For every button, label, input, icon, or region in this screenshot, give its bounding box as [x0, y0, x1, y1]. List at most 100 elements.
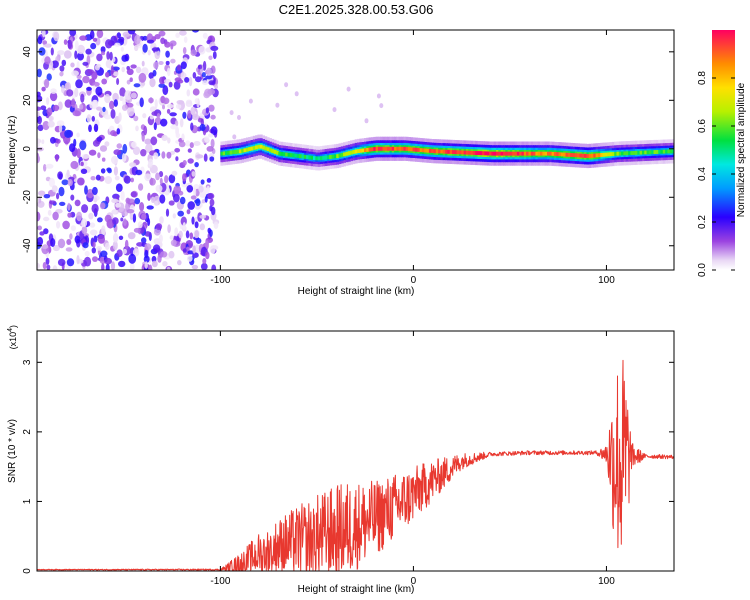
signal-cell: [280, 152, 284, 156]
noise-blob: [57, 50, 65, 56]
noise-blob: [126, 79, 131, 85]
noise-blob: [116, 32, 122, 39]
signal-cell: [491, 151, 495, 156]
noise-blob: [89, 222, 96, 228]
noise-blob: [49, 91, 58, 102]
noise-blob: [109, 100, 115, 110]
signal-cell: [357, 149, 360, 153]
noise-blob: [186, 89, 191, 97]
noise-blob: [200, 118, 204, 126]
noise-blob: [166, 151, 172, 159]
signal-cell: [567, 152, 571, 157]
noise-blob: [187, 255, 193, 262]
signal-cell: [665, 149, 668, 154]
noise-blob: [153, 244, 161, 253]
signal-cell: [595, 153, 599, 158]
noise-blob: [86, 86, 92, 91]
noise-blob: [165, 208, 170, 217]
noise-blob: [207, 192, 215, 200]
noise-blob: [96, 136, 103, 142]
noise-blob: [45, 163, 54, 169]
noise-blob: [42, 262, 47, 270]
noise-blob: [46, 264, 51, 270]
noise-blob: [91, 247, 97, 254]
signal-cell: [289, 153, 293, 158]
noise-blob: [74, 87, 79, 98]
signal-track: [220, 134, 674, 171]
colorbar-gradient: [712, 30, 735, 270]
signal-cell: [245, 147, 249, 152]
noise-blob: [93, 235, 98, 243]
signal-cell: [438, 149, 441, 154]
noise-blob: [62, 220, 70, 230]
noise-blob: [76, 132, 80, 138]
signal-cell: [669, 149, 673, 154]
noise-blob: [154, 200, 159, 206]
noise-blob: [199, 214, 207, 219]
noise-blob: [37, 236, 44, 246]
noise-blob: [130, 92, 137, 99]
noise-blob: [198, 45, 206, 55]
noise-blob: [44, 78, 50, 89]
signal-cell: [364, 148, 367, 153]
signal-cell: [648, 150, 652, 155]
noise-blob: [149, 78, 156, 88]
signal-cell: [470, 150, 474, 155]
noise-blob: [51, 60, 59, 69]
noise-blob: [160, 118, 168, 127]
noise-blob: [116, 78, 120, 85]
noise-blob: [175, 103, 182, 110]
noise-blob: [207, 227, 212, 234]
noise-blob: [201, 80, 209, 86]
noise-blob: [79, 103, 84, 110]
noise-blob: [37, 111, 40, 118]
noise-blob: [120, 46, 124, 52]
signal-cell: [658, 149, 662, 154]
noise-blob: [122, 98, 126, 107]
noise-blob: [52, 104, 60, 112]
noise-blob: [110, 130, 117, 137]
noise-blob: [56, 120, 65, 127]
noise-blob: [151, 111, 158, 116]
signal-cell: [248, 147, 252, 151]
noise-blob: [200, 262, 208, 270]
noise-blob: [155, 223, 163, 231]
noise-blob: [99, 202, 106, 210]
signal-cell: [359, 148, 363, 153]
signal-cell: [602, 152, 606, 157]
noise-blob: [74, 199, 81, 207]
noise-blob: [121, 54, 128, 62]
noise-blob: [179, 118, 184, 128]
noise-blob: [81, 226, 88, 235]
noise-blob: [41, 86, 46, 92]
noise-blob: [160, 251, 168, 258]
noise-blob: [80, 93, 85, 103]
noise-blob: [101, 225, 106, 236]
signal-cell: [565, 152, 569, 157]
noise-blob: [50, 238, 56, 247]
noise-blob: [72, 110, 81, 117]
noise-blob: [191, 216, 195, 225]
snr-multiplier-close: ): [8, 325, 18, 328]
noise-blob: [114, 175, 120, 181]
noise-blob: [202, 60, 207, 71]
noise-blob: [71, 98, 76, 108]
noise-blob: [112, 66, 120, 71]
spectrogram-x-ticks: -100 0 100: [210, 30, 615, 286]
signal-cell: [278, 151, 282, 156]
signal-cell: [296, 154, 300, 158]
noise-blob: [76, 211, 83, 222]
noise-blob: [167, 224, 171, 234]
noise-blob: [67, 202, 71, 211]
noise-blob: [79, 140, 87, 151]
signal-cell: [301, 154, 305, 159]
noise-region: [37, 30, 384, 270]
noise-blob: [113, 99, 119, 107]
noise-blob: [46, 107, 53, 116]
signal-cell: [593, 153, 597, 158]
noise-blob: [91, 203, 99, 214]
signal-cell: [340, 153, 344, 157]
signal-cell: [347, 151, 351, 156]
signal-cell: [482, 151, 485, 156]
x-tick-label: 0: [411, 275, 417, 286]
